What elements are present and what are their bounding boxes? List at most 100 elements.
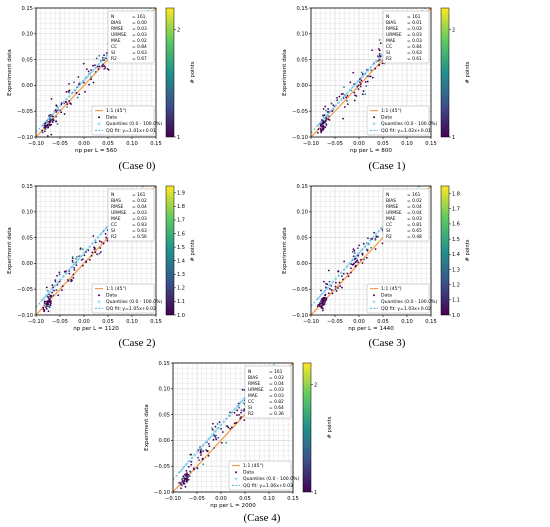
y-tick-label: 0.05 bbox=[296, 57, 308, 63]
data-point bbox=[240, 411, 242, 414]
stats-value: = 0.48 bbox=[407, 234, 422, 240]
data-point bbox=[201, 458, 204, 461]
data-point bbox=[358, 81, 361, 84]
data-point bbox=[218, 421, 221, 424]
quantile-marker bbox=[316, 123, 320, 127]
data-point bbox=[59, 109, 62, 112]
data-point bbox=[52, 115, 54, 118]
data-point bbox=[352, 248, 355, 251]
quantile-marker bbox=[73, 261, 77, 265]
data-point bbox=[341, 286, 343, 289]
data-point bbox=[325, 124, 328, 126]
data-point bbox=[65, 91, 68, 93]
data-point bbox=[378, 49, 381, 52]
y-tick-label: −0.10 bbox=[292, 135, 308, 141]
data-point bbox=[68, 82, 70, 85]
data-point bbox=[375, 235, 378, 238]
quantile-marker bbox=[50, 113, 54, 117]
x-tick-label: 0.15 bbox=[150, 141, 162, 147]
quantile-marker bbox=[219, 423, 223, 427]
data-point bbox=[352, 71, 355, 74]
data-point bbox=[342, 117, 345, 120]
colorbar-tick-label: 1.8 bbox=[452, 191, 460, 197]
axes-frame bbox=[310, 7, 432, 138]
quantile-marker bbox=[371, 235, 375, 239]
x-tick-label: 0.00 bbox=[353, 319, 365, 325]
quantile-marker bbox=[236, 403, 240, 407]
colorbar-tick-label: 1 bbox=[314, 490, 317, 496]
data-point bbox=[320, 306, 323, 309]
stats-label: CC bbox=[111, 44, 117, 50]
stats-label: RMSE bbox=[386, 26, 399, 32]
quantile-marker bbox=[371, 63, 375, 67]
data-point bbox=[98, 65, 101, 68]
legend-label: Data bbox=[243, 470, 254, 476]
legend-box bbox=[366, 283, 430, 314]
data-point bbox=[88, 258, 91, 261]
y-axis-label: Experiment data bbox=[282, 49, 288, 96]
quantile-marker bbox=[47, 116, 51, 120]
stats-label: R2 bbox=[111, 234, 117, 240]
stats-label: N bbox=[111, 14, 114, 20]
data-point bbox=[100, 251, 102, 253]
data-point bbox=[94, 251, 97, 254]
y-axis-label: Experiment data bbox=[7, 227, 13, 274]
stats-value: = 161 bbox=[132, 14, 146, 20]
x-tick-label: 0.05 bbox=[377, 319, 389, 325]
stats-label: RMSE bbox=[111, 204, 124, 210]
data-point bbox=[319, 127, 322, 130]
data-point bbox=[71, 257, 74, 260]
data-point bbox=[41, 129, 44, 132]
data-point bbox=[342, 92, 344, 95]
x-tick-label: 0.15 bbox=[425, 319, 437, 325]
data-point bbox=[43, 300, 46, 303]
data-point bbox=[326, 283, 329, 286]
data-point bbox=[353, 91, 356, 94]
data-point bbox=[66, 106, 69, 108]
quantile-marker bbox=[210, 433, 214, 437]
data-point bbox=[336, 99, 338, 102]
data-point bbox=[55, 104, 58, 107]
stats-value: = 0.63 bbox=[132, 50, 147, 56]
legend-label: Quantiles (0.0 - 100.0%) bbox=[381, 299, 437, 305]
data-point bbox=[90, 254, 93, 257]
data-point bbox=[319, 302, 322, 305]
data-point bbox=[357, 261, 360, 264]
data-point bbox=[189, 470, 191, 473]
data-point bbox=[211, 422, 214, 425]
data-point bbox=[47, 310, 50, 313]
data-point bbox=[337, 287, 339, 289]
data-point bbox=[328, 280, 331, 283]
data-point bbox=[366, 249, 369, 252]
data-point bbox=[321, 300, 324, 303]
data-point bbox=[107, 68, 110, 71]
data-point bbox=[381, 62, 384, 65]
quantile-marker bbox=[85, 248, 89, 252]
quantile-marker bbox=[41, 297, 45, 301]
stats-value: = 0.03 bbox=[269, 387, 284, 393]
legend-label: 1:1 (45°) bbox=[381, 286, 402, 292]
data-point bbox=[350, 271, 352, 274]
data-point bbox=[317, 128, 320, 130]
data-point bbox=[374, 67, 377, 70]
data-point bbox=[214, 425, 217, 428]
x-tick-label: 0.10 bbox=[401, 319, 413, 325]
data-point bbox=[198, 459, 201, 462]
data-point bbox=[53, 289, 55, 292]
stats-label: BIAS bbox=[386, 20, 396, 26]
y-tick-label: 0.15 bbox=[21, 6, 33, 12]
quantile-marker bbox=[59, 278, 63, 282]
quantile-marker bbox=[187, 460, 191, 464]
quantile-marker bbox=[44, 119, 48, 123]
colorbar-tick-label: 1.7 bbox=[452, 207, 460, 213]
data-point bbox=[87, 70, 90, 73]
quantile-marker bbox=[201, 443, 205, 447]
quantile-marker bbox=[319, 293, 323, 297]
data-point bbox=[73, 266, 75, 269]
data-point bbox=[339, 285, 342, 287]
data-point bbox=[45, 286, 48, 289]
data-point bbox=[70, 278, 73, 281]
colorbar-tick-label: 1.9 bbox=[177, 191, 185, 197]
legend-swatch-quantiles bbox=[372, 122, 376, 126]
data-point bbox=[68, 272, 71, 275]
